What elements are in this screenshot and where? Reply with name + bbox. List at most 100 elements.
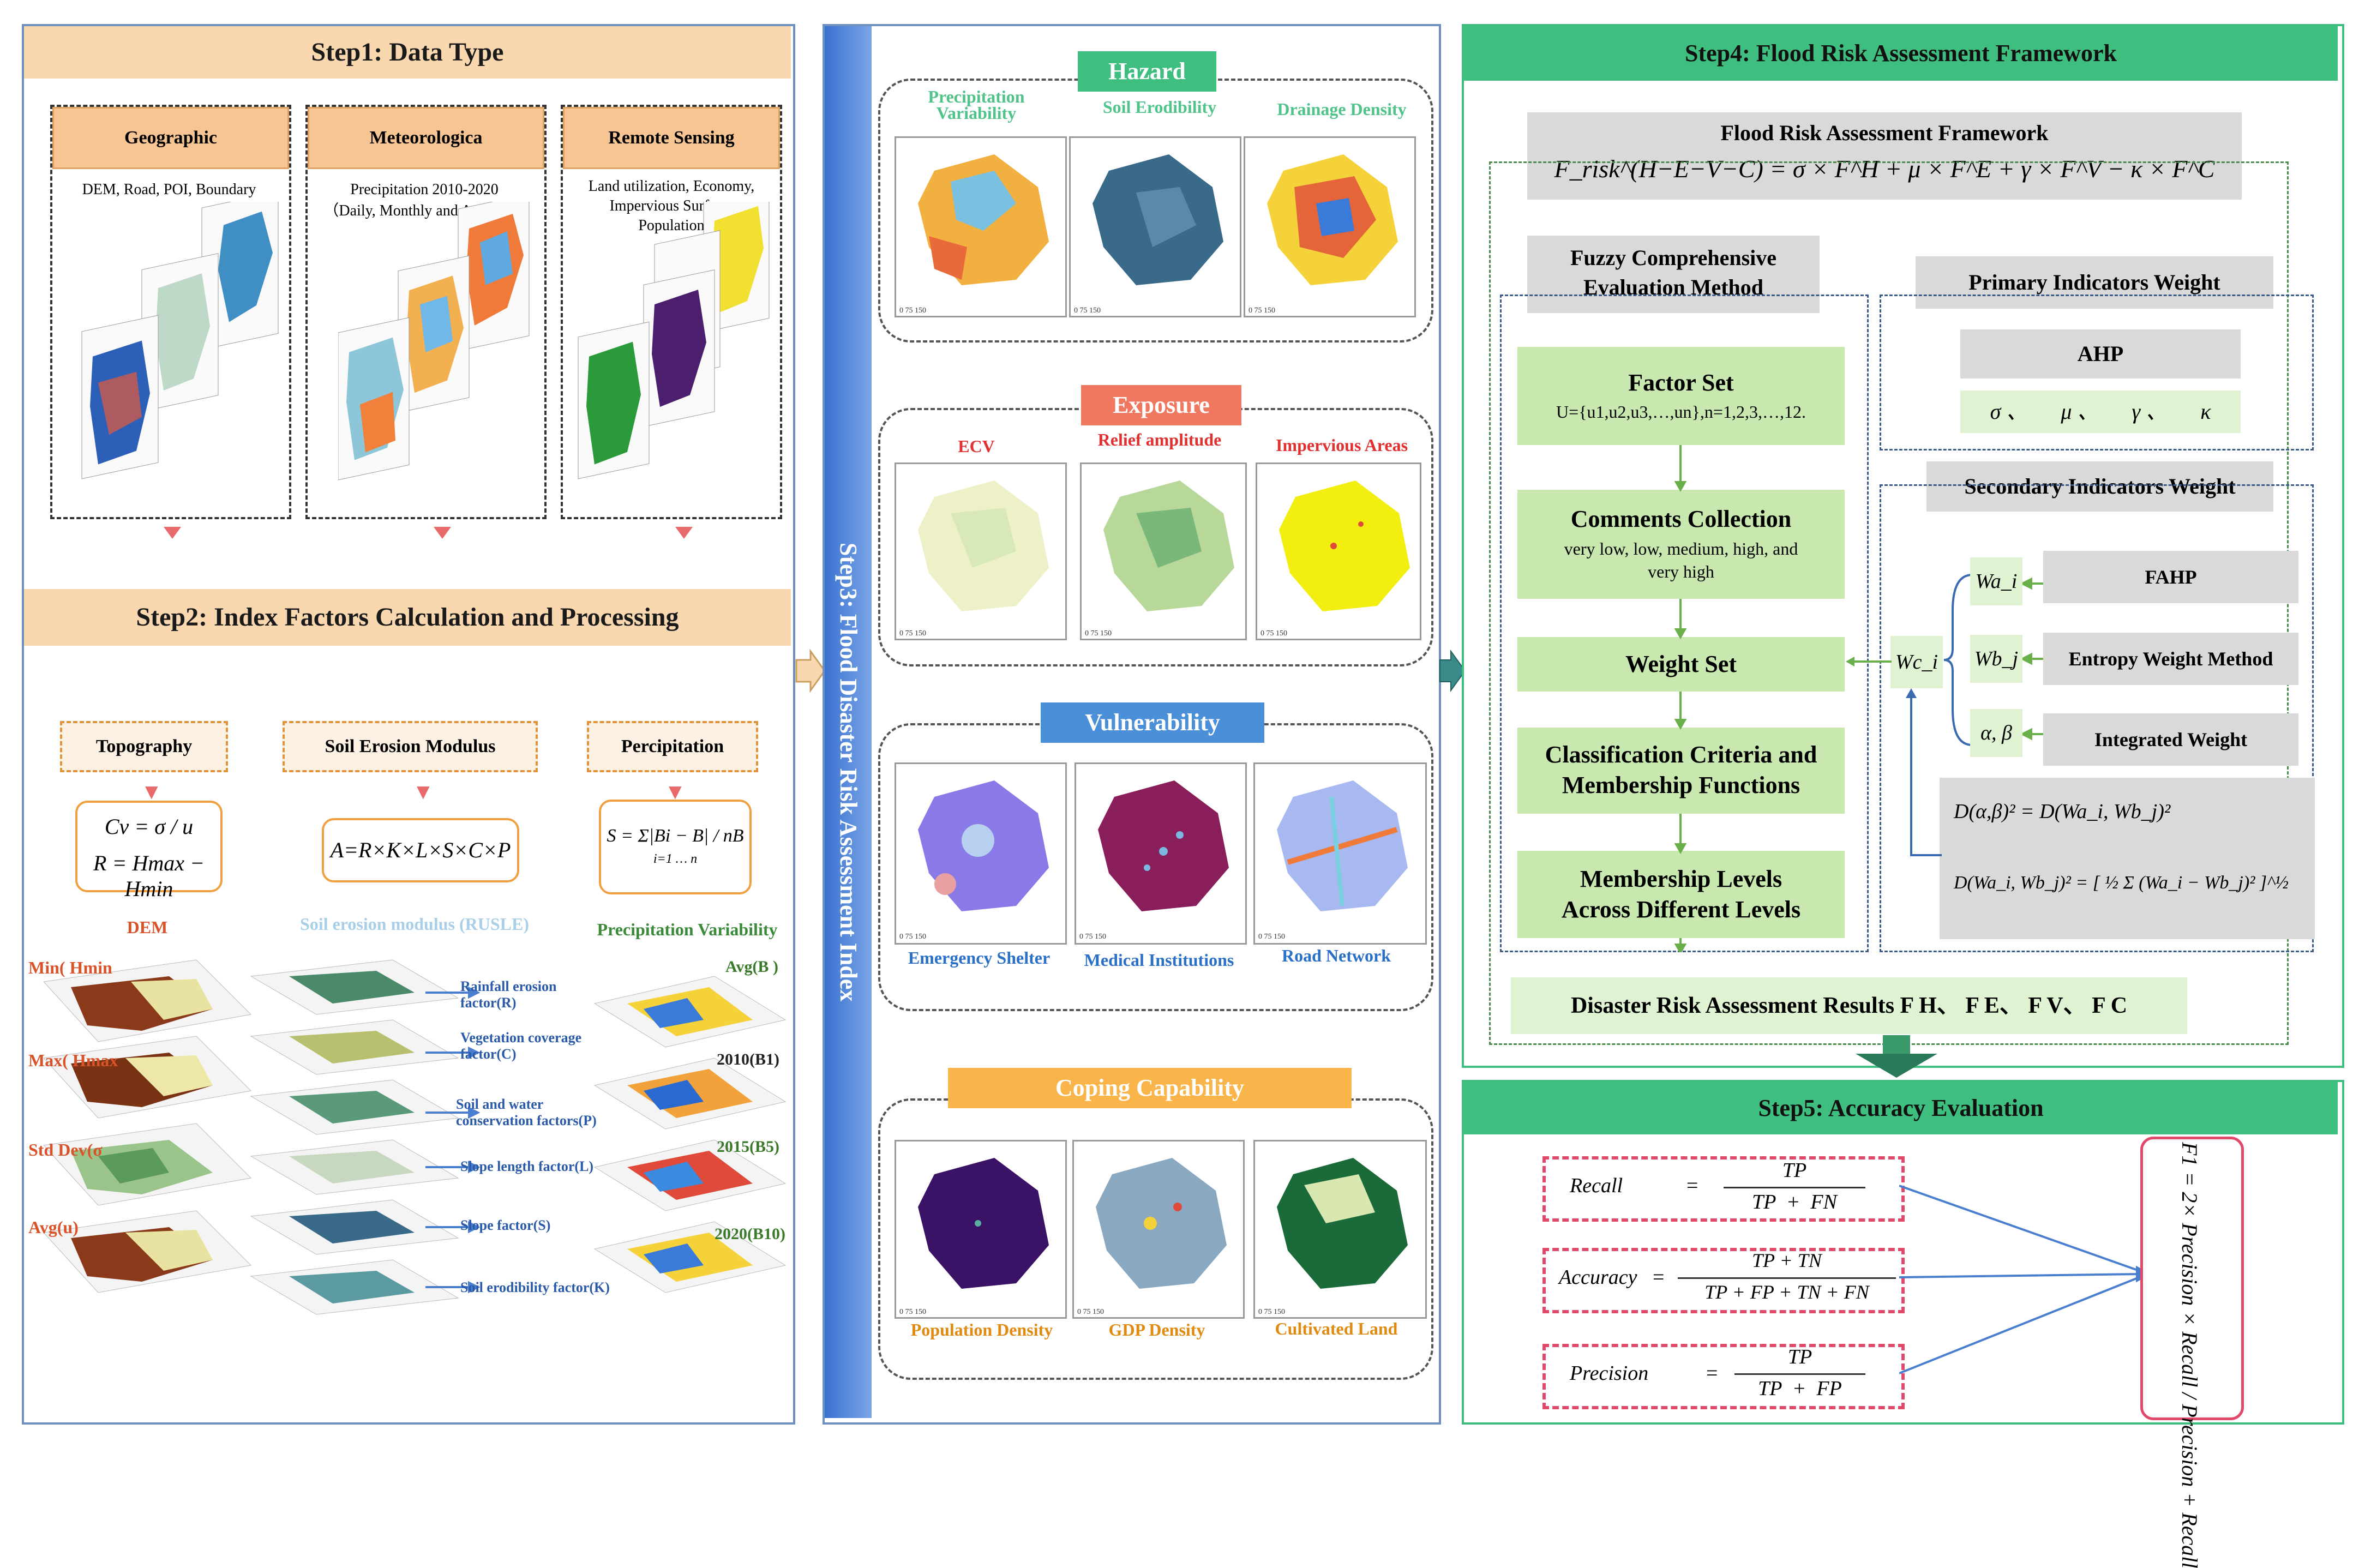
- weights-box: σ 、 μ 、 γ 、 κ: [1960, 391, 2241, 433]
- rusle-eq: A=R×K×L×S×C×P: [330, 838, 511, 862]
- method-arrows: [2022, 577, 2064, 741]
- drainage-density-map: 0 75 150: [1244, 136, 1416, 317]
- svg-text:0 75 150: 0 75 150: [1077, 1308, 1104, 1316]
- rusle-arrows: [425, 986, 480, 1294]
- max-label: Max( Hmax: [28, 1050, 118, 1070]
- geographic-desc: DEM, Road, POI, Boundary: [82, 181, 256, 198]
- wa-box: Wa_i: [1970, 557, 2022, 605]
- arrow-to-step4: [1439, 649, 1466, 693]
- precision-box: [1542, 1344, 1905, 1409]
- factor-set-box: Factor Set U={u1,u2,u3,…,un},n=1,2,3,…,1…: [1517, 347, 1845, 445]
- population-density-map: 0 75 150: [895, 1140, 1067, 1319]
- road-network-map: 0 75 150: [1253, 762, 1427, 945]
- topography-head: Topography: [60, 721, 228, 772]
- accuracy-den: TP + FP + TN + FN: [1704, 1281, 1869, 1303]
- wc-box: Wc_i: [1890, 636, 1943, 688]
- r-formula: R = Hmax − Hmin: [93, 851, 205, 901]
- ecv-map: 0 75 150: [895, 462, 1067, 640]
- svg-text:0 75 150: 0 75 150: [899, 1308, 926, 1316]
- step5-title: Step5: Accuracy Evaluation: [1464, 1082, 2338, 1134]
- std-label: Std Dev(σ: [28, 1140, 103, 1160]
- accuracy-num: TP + TN: [1752, 1249, 1822, 1271]
- svg-text:0 75 150: 0 75 150: [1085, 629, 1112, 638]
- rusle-formula: A=R×K×L×S×C×P: [322, 818, 519, 882]
- arrow-topo: ▼: [141, 779, 163, 804]
- svg-text:0 75 150: 0 75 150: [1258, 1308, 1285, 1316]
- meteo-layer-stack: [338, 202, 530, 480]
- vulnerability-title: Vulnerability: [1041, 702, 1264, 743]
- wc-brace: [1943, 574, 1973, 746]
- recall-box: [1542, 1156, 1905, 1222]
- s-formula-range: i=1 … n: [653, 852, 698, 866]
- fuzzy-flow-arrows: [1674, 445, 1687, 952]
- classification-box: Classification Criteria and Membership F…: [1517, 728, 1845, 814]
- precision-bar: [1734, 1373, 1865, 1375]
- fuzzy-dash: [1500, 295, 1869, 952]
- ahp-box: AHP: [1960, 329, 2241, 379]
- slope-factor: Slope factor(S): [460, 1217, 551, 1233]
- svg-text:0 75 150: 0 75 150: [899, 629, 926, 638]
- precision-name: Precision: [1570, 1362, 1649, 1385]
- comments-title: Comments Collection: [1570, 506, 1792, 532]
- topography-formula: Cv = σ / u R = Hmax − Hmin: [75, 801, 223, 901]
- step4-title: Step4: Flood Risk Assessment Framework: [1464, 26, 2338, 81]
- hazard-title: Hazard: [1078, 51, 1216, 92]
- exposure-title: Exposure: [1081, 385, 1241, 425]
- recall-bar: [1724, 1187, 1865, 1188]
- accuracy-bar: [1678, 1277, 1896, 1279]
- precision-den: TP + FP: [1758, 1377, 1842, 1400]
- step1-remote-box: [561, 105, 782, 519]
- fahp-box: FAHP: [2043, 551, 2298, 603]
- arrow-remote: [675, 527, 693, 539]
- wc-to-weightset-arrow: [1846, 657, 1892, 666]
- svg-text:0 75 150: 0 75 150: [899, 933, 926, 941]
- accuracy-name: Accuracy: [1559, 1266, 1637, 1289]
- exposure-label-3: Impervious Areas: [1275, 435, 1408, 455]
- primary-weight-title: Primary Indicators Weight: [1916, 256, 2273, 309]
- precip-stack: [593, 976, 787, 1293]
- geographic-head: Geographic: [52, 107, 289, 169]
- weight-sigma: σ 、: [1990, 399, 2028, 424]
- b10-label: 2020(B10): [715, 1225, 785, 1243]
- step3-title: Step3: Flood Disaster Risk Assessment In…: [835, 543, 862, 1002]
- factor-set-title: Factor Set: [1628, 369, 1734, 396]
- membership-box: Membership Levels Across Different Level…: [1517, 851, 1845, 938]
- coping-label-1: Population Density: [910, 1320, 1053, 1339]
- coping-label-2: GDP Density: [1108, 1320, 1205, 1339]
- f1-formula: F1 = 2× Precision × Recall / Precision +…: [2177, 1142, 2202, 1568]
- coping-title: Coping Capability: [948, 1068, 1352, 1108]
- relief-amplitude-map: 0 75 150: [1080, 462, 1247, 640]
- slope-length-factor: Slope length factor(L): [460, 1158, 594, 1174]
- remote-head: Remote Sensing: [563, 107, 780, 169]
- percipitation-head: Percipitation: [587, 721, 758, 772]
- precip-formula: S = Σ|Bi − B| / nB i=1 … n: [599, 800, 752, 894]
- exposure-label-1: ECV: [958, 436, 995, 456]
- soil-erosion-head: Soil Erosion Modulus: [283, 721, 538, 772]
- soil-water-factor: Soil and water conservation factors(P): [456, 1096, 597, 1128]
- integrated-box: Integrated Weight: [2043, 713, 2298, 766]
- feedback-arrow: [1906, 688, 1942, 856]
- svg-text:0 75 150: 0 75 150: [1260, 629, 1287, 638]
- exposure-label-2: Relief amplitude: [1097, 430, 1222, 449]
- framework-box: Flood Risk Assessment Framework F_risk^(…: [1527, 112, 2242, 200]
- arrow-soil: ▼: [412, 779, 434, 804]
- results-box: Disaster Risk Assessment Results F H、 F …: [1511, 977, 2187, 1034]
- alpha-beta-box: α, β: [1970, 709, 2022, 757]
- step3-sidebar: [825, 26, 872, 1418]
- medical-institutions-map: 0 75 150: [1075, 762, 1247, 945]
- gdp-density-map: 0 75 150: [1072, 1140, 1245, 1319]
- avg-b-label: Avg(B ): [725, 958, 778, 976]
- metric-arrows: [1899, 1185, 2150, 1374]
- step1-meteo-box: [305, 105, 547, 519]
- hazard-label-3: Drainage Density: [1277, 99, 1407, 119]
- factor-set-sub: U={u1,u2,u3,…,un},n=1,2,3,…,12.: [1556, 402, 1806, 422]
- accuracy-box: [1542, 1248, 1905, 1313]
- recall-num: TP: [1782, 1159, 1807, 1182]
- recall-den: TP + FN: [1752, 1191, 1837, 1213]
- arrow-meteo: [434, 527, 451, 539]
- remote-layer-stack: [578, 202, 770, 479]
- secondary-weight-title: Secondary Indicators Weight: [1926, 461, 2273, 512]
- distance-formula-box: D(α,β)² = D(Wa_i, Wb_j)² D(Wa_i, Wb_j)² …: [1940, 778, 2315, 939]
- secondary-dash: [1880, 484, 2314, 952]
- precision-num: TP: [1787, 1345, 1812, 1368]
